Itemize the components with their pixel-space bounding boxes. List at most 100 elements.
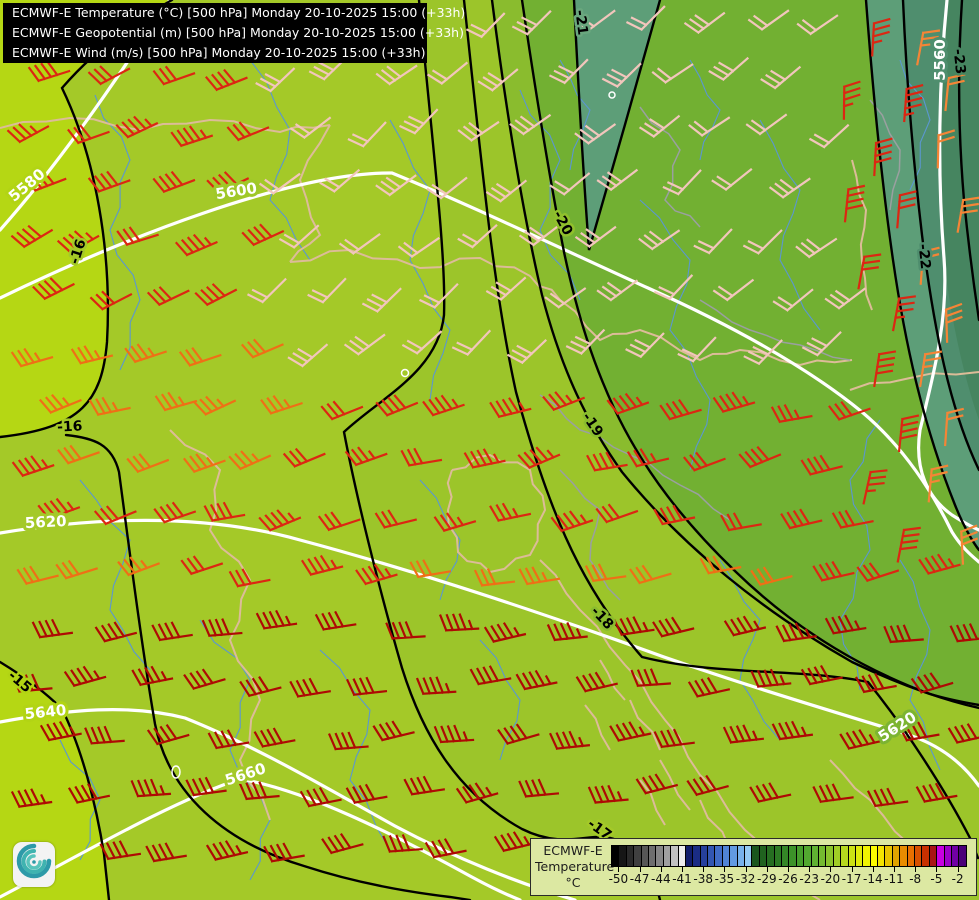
legend-tick [660,867,662,872]
legend-color-cell [641,846,649,866]
legend-color-cell [878,846,886,866]
title-bars: ECMWF-E Temperature (°C) [500 hPa] Monda… [3,3,465,63]
legend-tick-label: -2 [951,872,964,886]
legend-color-cell [959,846,966,866]
legend-tick [703,867,705,872]
temperature-contour-label: -16 [57,418,83,435]
legend-color-cell [626,846,635,866]
legend-color-cell [855,846,864,866]
legend-tick [872,867,874,872]
legend-tick [809,867,811,872]
legend-tick-label: -44 [650,872,671,886]
geopotential-contour-label: 5560 [931,39,949,81]
legend-tick-label: -35 [714,872,735,886]
legend-tick-label: -5 [930,872,943,886]
legend-tick [788,867,789,872]
legend-tick [724,867,726,872]
legend-tick [682,867,683,872]
legend-tick-label: -29 [756,872,777,886]
legend-color-cell [951,846,960,866]
legend-tick [936,867,938,872]
legend-color-cell [656,846,664,866]
legend-color-cell [826,846,834,866]
legend-tick [830,867,832,872]
weather-spiral-logo [13,842,55,887]
legend-color-cell [730,846,738,866]
spiral-icon [16,843,52,879]
legend-color-cell [759,846,768,866]
legend-color-cell [671,846,679,866]
legend-color-cell [885,846,893,866]
legend-tick-labels: -50 -47 -44 -41 -38 -35 -32 -29 -26 -23 -20 -17 -14-… [609,867,967,893]
geopotential-contour-label: 5620 [24,512,67,532]
legend-color-cell [811,846,819,866]
legend-unit: °C [565,875,581,890]
title-wind: ECMWF-E Wind (m/s) [500 hPa] Monday 20-1… [3,43,427,63]
legend-tick [618,867,620,872]
legend-tick [894,867,895,872]
legend-color-cell [685,846,694,866]
legend-color-cell [833,846,842,866]
legend-color-cell [892,846,901,866]
legend-color-cell [663,846,672,866]
legend-color-cell [915,846,923,866]
legend-color-cell [678,846,686,866]
legend-tick-label: -11 [884,872,904,886]
legend-color-cell [929,846,938,866]
legend-color-cell [767,846,775,866]
legend-color-cell [634,846,642,866]
legend-tick-label: -50 [608,872,629,886]
legend-tick-label: -14 [862,872,883,886]
legend-title-line1: ECMWF-E [543,843,603,858]
legend-tick-label: -32 [735,872,756,886]
temperature-contour-label: -21 [571,9,590,36]
legend-color-cell [619,846,627,866]
legend-color-cell [922,846,930,866]
legend-color-cell [818,846,827,866]
legend-tick [851,867,853,872]
legend-tick [639,867,641,872]
legend-color-cell [937,846,945,866]
legend-color-cell [863,846,871,866]
legend-color-cell [848,846,856,866]
temperature-legend: ECMWF-E Temperature °C -50 -47 -44 -41 -38 -3… [530,838,977,896]
legend-tick-label: -47 [629,872,650,886]
title-temperature: ECMWF-E Temperature (°C) [500 hPa] Monda… [3,3,465,23]
legend-color-cell [648,846,657,866]
legend-tick-label: -41 [672,872,692,886]
legend-color-cell [745,846,753,866]
legend-color-cell [612,846,620,866]
legend-tick [745,867,747,872]
legend-color-cell [774,846,782,866]
legend-color-cell [796,846,805,866]
temperature-contour-label: -22 [915,243,934,270]
legend-title: ECMWF-E Temperature °C [535,843,615,891]
legend-tick-label: -26 [778,872,798,886]
legend-color-cell [789,846,797,866]
legend-title-line2: Temperature [535,859,615,874]
legend-tick-label: -38 [693,872,713,886]
legend-tick [915,867,917,872]
legend-color-cell [700,846,709,866]
temperature-contour-label: -23 [950,48,969,75]
title-geopotential: ECMWF-E Geopotential (m) [500 hPa] Monda… [3,23,464,43]
legend-tick [957,867,959,872]
legend-color-cell [737,846,746,866]
legend-color-cell [693,846,701,866]
legend-color-cell [708,846,716,866]
legend-colorbar [611,845,967,867]
legend-color-cell [715,846,723,866]
legend-color-cell [907,846,916,866]
legend-color-cell [870,846,879,866]
legend-tick-label: -23 [799,872,819,886]
legend-color-cell [752,846,760,866]
legend-color-cell [804,846,812,866]
legend-tick [766,867,768,872]
legend-tick-label: -8 [909,872,922,886]
legend-color-cell [900,846,908,866]
legend-color-cell [722,846,731,866]
legend-color-cell [944,846,952,866]
legend-tick-label: -17 [841,872,862,886]
